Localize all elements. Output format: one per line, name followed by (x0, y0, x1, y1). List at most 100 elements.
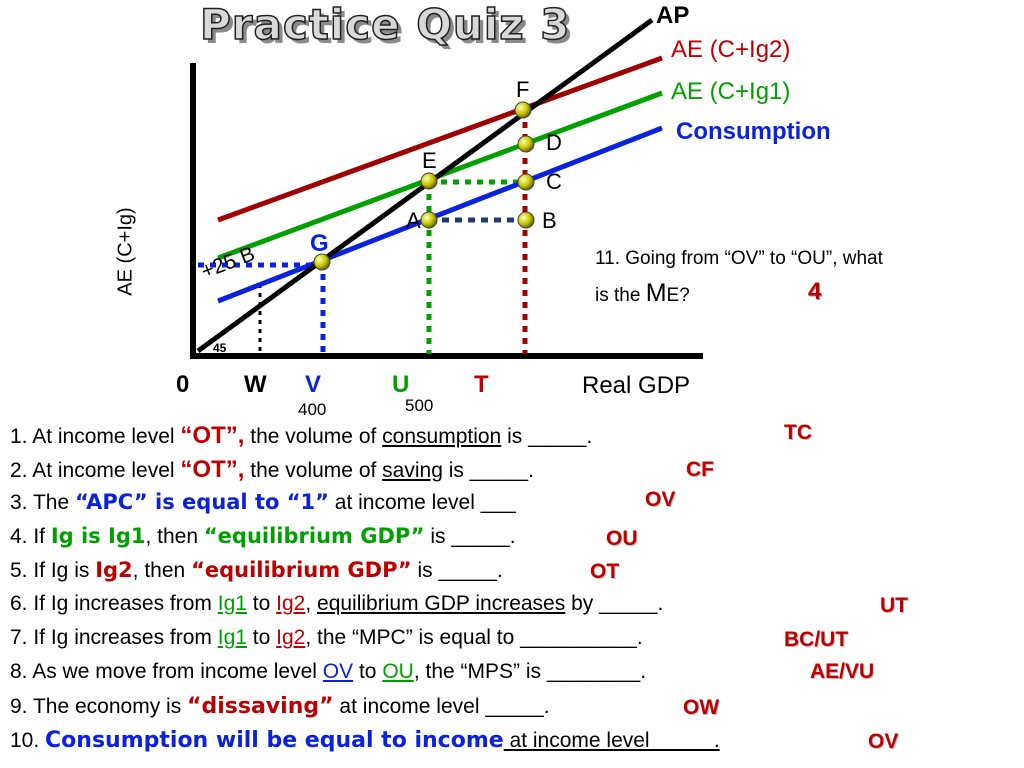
consumption-label: Consumption (676, 118, 831, 145)
point-g (313, 253, 331, 271)
q5-highlight-eq: “equilibrium GDP” (191, 558, 412, 582)
q9-text-2: at income level _____. (333, 695, 550, 718)
q2-highlight-saving: saving (382, 459, 443, 482)
answer-10: OV (868, 730, 899, 753)
x-value-500: 500 (405, 396, 434, 415)
q8-text: 8. As we move from income level (10, 660, 323, 683)
ae-ig1-label: AE (C+Ig1) (671, 78, 791, 105)
x-tick-u: U (392, 371, 410, 398)
q5-text-3: is _____. (411, 559, 503, 582)
answer-8: AE/VU (810, 660, 875, 683)
question-11-line2-pre: is the (595, 285, 646, 306)
q8-text-3: , the “MPS” is ________. (413, 660, 647, 683)
q10-text-2: at income level _____. (503, 729, 720, 752)
answer-3: OV (645, 488, 676, 511)
angle-label: 45 (213, 341, 227, 355)
question-2: 2. At income level “OT”, the volume of s… (10, 456, 534, 484)
q7-text: 7. If Ig increases from (10, 626, 218, 649)
point-b (517, 211, 535, 229)
point-e (420, 172, 438, 190)
economics-diagram (190, 17, 703, 359)
question-11-m: M (645, 279, 667, 307)
q2-highlight-ot: “OT”, (180, 456, 245, 483)
point-f (514, 101, 532, 119)
x-tick-v: V (305, 371, 322, 398)
point-g-label: G (310, 230, 329, 257)
q3-text-2: at income level ___ (328, 491, 516, 514)
question-5: 5. If Ig is Ig2, then “equilibrium GDP” … (10, 558, 503, 583)
point-d (517, 135, 535, 153)
x-value-400: 400 (298, 400, 327, 419)
q10-text: 10. (10, 729, 46, 752)
question-9: 9. The economy is “dissaving” at income … (10, 694, 550, 719)
q3-text: 3. The (10, 491, 75, 514)
answer-1: TC (784, 421, 812, 444)
q7-text-2: to (246, 626, 277, 649)
q6-highlight-eq: equilibrium GDP increases (317, 592, 566, 615)
ae-ig2-label: AE (C+Ig2) (671, 36, 791, 63)
q3-highlight: “APC” is equal to “1” (75, 490, 329, 514)
q4-highlight-eq: “equilibrium GDP” (203, 524, 425, 548)
q10-highlight: Consumption will be equal to income (45, 728, 504, 753)
q7-highlight-ig2: Ig2 (276, 626, 306, 649)
point-a-label: A (406, 208, 421, 233)
q4-text-3: is _____. (424, 525, 516, 548)
q5-text: 5. If Ig is (10, 559, 96, 582)
q5-text-2: , then (132, 559, 192, 582)
q2-text-2: the volume of (244, 459, 383, 482)
x-tick-t: T (474, 371, 489, 398)
point-f-label: F (516, 77, 530, 102)
origin-label: 0 (176, 371, 190, 398)
q4-highlight-ig1: Ig is Ig1 (50, 524, 146, 548)
q2-text: 2. At income level (10, 459, 181, 482)
point-d-label: D (546, 130, 562, 155)
q1-highlight-ot: “OT”, (180, 422, 245, 449)
x-tick-w: W (244, 371, 267, 398)
q9-highlight-dissaving: “dissaving” (187, 694, 334, 719)
question-4: 4. If Ig is Ig1, then “equilibrium GDP” … (10, 524, 516, 549)
q1-text: 1. At income level (10, 425, 181, 448)
q6-highlight-ig1: Ig1 (217, 592, 247, 615)
consumption-line (217, 125, 663, 304)
q6-text: 6. If Ig increases from (10, 592, 218, 615)
point-a (420, 211, 438, 229)
point-c-label: C (546, 169, 562, 194)
q8-highlight-ov: OV (322, 660, 354, 683)
q6-text-4: by _____. (565, 592, 664, 615)
q1-text-2: the volume of (244, 425, 383, 448)
q4-text-2: , then (145, 525, 204, 548)
q6-text-2: to (246, 592, 277, 615)
q9-text: 9. The economy is (10, 695, 188, 718)
answer-2: CF (686, 458, 714, 481)
page-title: Practice Quiz 3 (199, 0, 571, 50)
q5-highlight-ig2: Ig2 (95, 558, 133, 582)
q6-highlight-ig2: Ig2 (276, 592, 306, 615)
q2-text-3: is _____. (442, 459, 534, 482)
q6-text-3: , (305, 592, 318, 615)
point-c (517, 173, 535, 191)
question-7: 7. If Ig increases from Ig1 to Ig2, the … (10, 626, 643, 650)
question-10: 10. Consumption will be equal to income … (10, 728, 720, 753)
question-6: 6. If Ig increases from Ig1 to Ig2, equi… (10, 592, 663, 616)
point-b-label: B (542, 208, 557, 233)
question-8: 8. As we move from income level OV to OU… (10, 660, 646, 684)
question-1: 1. At income level “OT”, the volume of c… (10, 422, 592, 450)
y-axis-label: AE (C+Ig) (114, 207, 137, 296)
q8-highlight-ou: OU (382, 660, 414, 683)
answer-6: UT (880, 594, 908, 617)
question-11-answer: 4 (808, 278, 822, 305)
q8-text-2: to (353, 660, 383, 683)
answer-5: OT (590, 560, 620, 583)
answer-4: OU (606, 527, 638, 550)
answer-9: OW (683, 696, 720, 719)
q7-text-3: , the “MPC” is equal to __________. (305, 626, 643, 649)
question-11: 11. Going from “OV” to “OU”, what is the… (595, 242, 1005, 313)
question-11-line2-post: E? (666, 285, 690, 306)
point-e-label: E (422, 148, 437, 173)
x-axis-label: Real GDP (582, 372, 691, 399)
answer-7: BC/UT (784, 628, 849, 651)
question-3: 3. The “APC” is equal to “1” at income l… (10, 490, 516, 515)
q1-text-3: is _____. (501, 425, 593, 448)
ap-label: AP (656, 2, 690, 29)
q7-highlight-ig1: Ig1 (217, 626, 247, 649)
